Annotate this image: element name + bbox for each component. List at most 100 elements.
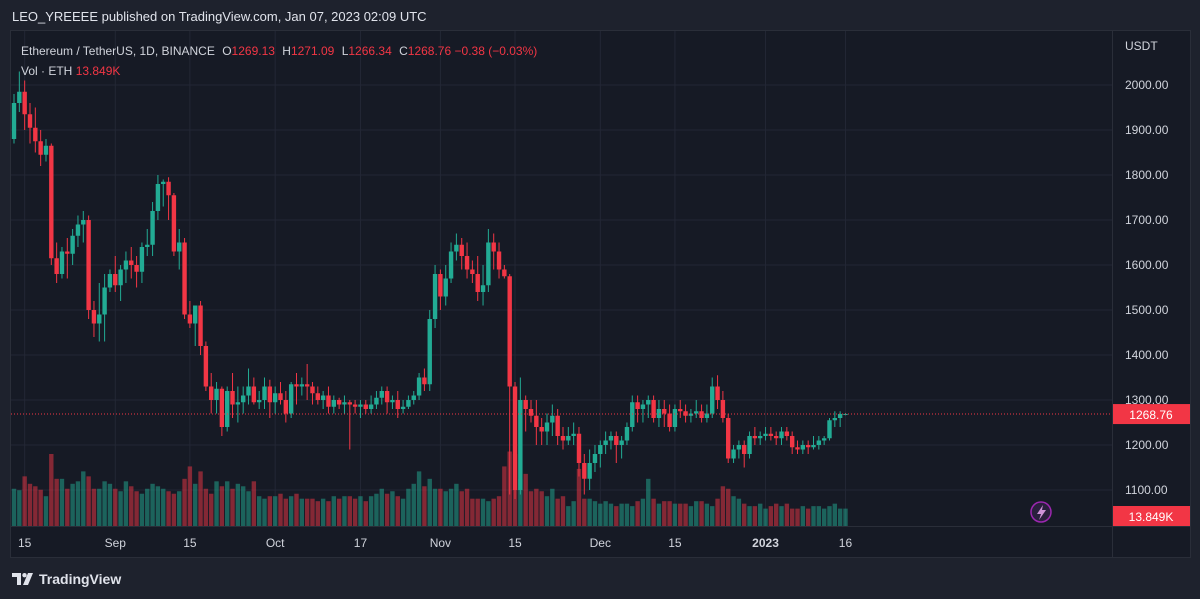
candle-body (784, 431, 790, 436)
volume-bar (518, 478, 523, 526)
candle-body (576, 433, 582, 463)
candle-body (726, 418, 731, 459)
candle-body (33, 127, 38, 142)
candle-body (427, 319, 432, 385)
candle-body (182, 242, 187, 315)
candle-body (715, 386, 720, 400)
brand-name: TradingView (39, 571, 122, 587)
volume-bar (742, 503, 747, 526)
volume-bar (384, 493, 390, 526)
candle-body (432, 274, 438, 319)
candle-body (27, 114, 33, 128)
candle-body (155, 184, 161, 211)
volume-bar (304, 498, 310, 526)
candle-body (379, 391, 384, 398)
volume-bar (161, 488, 166, 526)
volume-bar (209, 493, 214, 526)
volume-bar (225, 481, 230, 526)
volume-bar (107, 483, 113, 526)
candle-body (773, 436, 779, 439)
volume-bar (534, 488, 539, 526)
volume-bar (416, 471, 422, 526)
volume-bar (411, 483, 416, 526)
candle-body (81, 220, 86, 225)
candle-body (800, 445, 806, 450)
volume-bar (832, 503, 838, 526)
volume-bar (646, 478, 651, 526)
candle-body (821, 438, 827, 441)
x-tick-label: 15 (183, 536, 197, 550)
volume-bar (758, 503, 763, 526)
candle-body (411, 395, 416, 400)
candle-body (608, 436, 614, 441)
candle-body (683, 411, 688, 416)
candle-body (267, 386, 273, 403)
volume-bar (630, 506, 635, 526)
candle-body (646, 400, 651, 405)
candle-body (566, 436, 571, 441)
candle-body (710, 386, 715, 414)
candle-body (624, 427, 630, 441)
volume-bar (843, 508, 848, 526)
volume-bar (38, 489, 43, 526)
volume-bar (198, 471, 203, 526)
candle-body (171, 195, 177, 252)
volume-bar (395, 496, 400, 526)
candle-body (326, 395, 331, 407)
volume-bar (454, 483, 459, 526)
candle-body (619, 440, 624, 445)
volume-bar (811, 506, 816, 526)
candle-body (363, 404, 368, 409)
x-tick-label: 15 (508, 536, 522, 550)
volume-bar (22, 476, 27, 526)
candle-body (230, 391, 235, 405)
candle-body (667, 413, 672, 427)
candle-body (384, 391, 390, 403)
volume-bar (491, 498, 496, 526)
y-tick-label: 1700.00 (1125, 213, 1169, 227)
volume-bar (784, 503, 790, 526)
candle-body (422, 377, 427, 385)
volume-bar (182, 478, 187, 526)
volume-bar (747, 506, 752, 526)
candle-body (651, 400, 656, 418)
candle-body (816, 440, 822, 445)
volume-bar (363, 501, 368, 526)
candle-body (150, 211, 155, 245)
y-tick-label: 1600.00 (1125, 258, 1169, 272)
candle-body (283, 400, 289, 414)
candle-body (662, 409, 667, 414)
candle-body (235, 402, 241, 405)
volume-bar (816, 506, 822, 526)
candle-body (518, 400, 523, 490)
candle-body (742, 445, 747, 454)
volume-bar (582, 498, 587, 526)
candle-body (630, 402, 635, 427)
volume-bar (406, 488, 411, 526)
tradingview-logo[interactable]: TradingView (12, 571, 121, 587)
candlestick-chart[interactable]: 2000.00 1900.00 1800.00 1700.00 1600.00 1500.… (11, 31, 1190, 557)
x-tick-label: 17 (354, 536, 368, 550)
candle-body (454, 244, 459, 252)
candle-body (704, 413, 710, 418)
candle-body (507, 276, 512, 387)
candle-body (731, 449, 736, 459)
candle-body (331, 400, 336, 407)
volume-bar (571, 501, 576, 526)
y-tick-label: 1500.00 (1125, 303, 1169, 317)
volume-bar (81, 471, 86, 526)
candle-body (145, 244, 150, 247)
volume-bar (688, 506, 694, 526)
candle-body (582, 463, 587, 479)
candle-body (278, 393, 283, 400)
candle-body (699, 411, 704, 418)
volume-bar (550, 488, 555, 526)
candle-body (102, 287, 107, 315)
candle-body (97, 314, 102, 324)
candle-body (688, 413, 694, 416)
chart-panel[interactable]: 2000.00 1900.00 1800.00 1700.00 1600.00 1500.… (10, 30, 1191, 558)
candle-body (129, 260, 134, 265)
candle-body (368, 404, 374, 409)
candle-body (203, 346, 209, 387)
candle-body (358, 404, 363, 407)
